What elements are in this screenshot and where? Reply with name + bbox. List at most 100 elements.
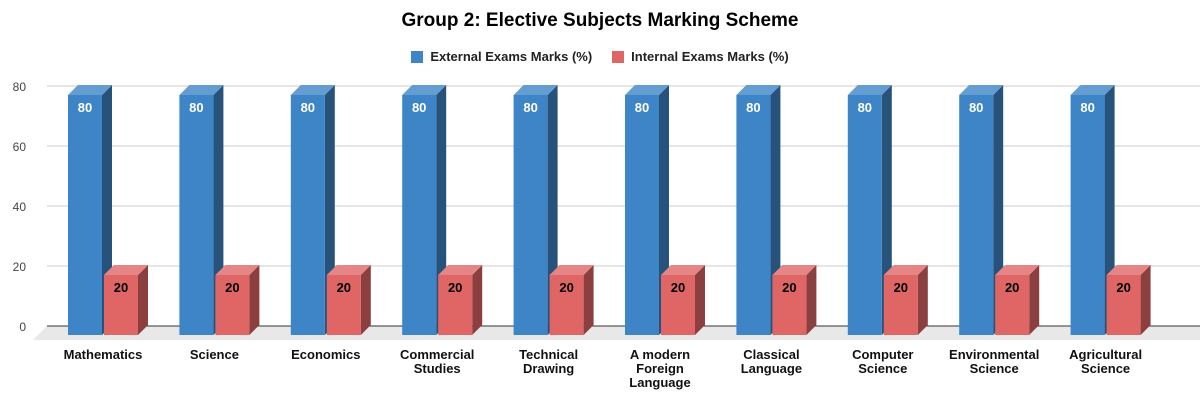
x-tick-label: Science	[858, 361, 907, 376]
bar-top	[1106, 265, 1151, 275]
legend-label: External Exams Marks (%)	[430, 49, 593, 64]
bar-top	[68, 85, 112, 95]
bar-top	[959, 85, 1004, 95]
bar-external	[736, 95, 771, 335]
legend-item-external[interactable]: External Exams Marks (%)	[411, 49, 592, 64]
bar-side	[583, 265, 594, 335]
x-tick-label: Environmental	[949, 347, 1039, 362]
data-label: 20	[782, 280, 796, 295]
x-tick-label: Science	[190, 347, 239, 362]
bar-external	[402, 95, 437, 335]
y-tick-label: 60	[13, 140, 27, 154]
x-tick-label: Studies	[414, 361, 461, 376]
legend-swatch	[411, 50, 424, 63]
bar-top	[736, 85, 781, 95]
bar-external	[959, 95, 994, 335]
bar-top	[1070, 85, 1115, 95]
bar-internal	[104, 275, 138, 335]
bar-internal	[995, 275, 1030, 335]
x-tick-label: Language	[629, 375, 690, 390]
bar-side	[472, 265, 483, 335]
bar-external	[68, 95, 102, 335]
data-label: 20	[114, 280, 128, 295]
legend-label: Internal Exams Marks (%)	[631, 49, 789, 64]
bar-side	[360, 265, 371, 335]
bar-side	[1140, 265, 1151, 335]
bar-side	[138, 265, 148, 335]
x-tick-label: Classical	[743, 347, 799, 362]
legend-item-internal[interactable]: Internal Exams Marks (%)	[612, 49, 789, 64]
bar-internal	[215, 275, 250, 335]
x-tick-label: Drawing	[523, 361, 574, 376]
data-label: 20	[894, 280, 908, 295]
x-tick-label: Science	[1081, 361, 1130, 376]
x-tick-label: Economics	[291, 347, 360, 362]
data-label: 80	[301, 100, 315, 115]
x-tick-label: Commercial	[400, 347, 474, 362]
x-tick-label: Computer	[852, 347, 913, 362]
bar-external	[847, 95, 882, 335]
data-label: 80	[78, 100, 92, 115]
bar-internal	[883, 275, 918, 335]
data-label: 80	[635, 100, 649, 115]
bar-side	[1029, 265, 1040, 335]
bar-top	[402, 85, 447, 95]
bar-top	[438, 265, 483, 275]
bar-top	[661, 265, 705, 275]
bar-top	[326, 265, 371, 275]
data-label: 80	[858, 100, 872, 115]
legend-swatch	[612, 50, 625, 63]
data-label: 20	[559, 280, 573, 295]
bar-side	[249, 265, 260, 335]
y-tick-label: 20	[13, 260, 27, 274]
bar-internal	[772, 275, 807, 335]
y-tick-label: 40	[13, 200, 27, 214]
y-tick-label: 80	[13, 80, 27, 94]
x-tick-label: Technical	[519, 347, 578, 362]
bar-top	[772, 265, 817, 275]
bar-external	[513, 95, 548, 335]
bar-internal	[549, 275, 584, 335]
x-tick-label: Foreign	[636, 361, 684, 376]
bar-top	[549, 265, 594, 275]
bar-internal	[438, 275, 473, 335]
bar-external	[625, 95, 659, 335]
bar-top	[215, 265, 260, 275]
y-tick-label: 0	[19, 320, 26, 334]
bar-top	[104, 265, 148, 275]
bar-top	[179, 85, 224, 95]
x-tick-label: A modern	[630, 347, 690, 362]
x-tick-label: Language	[741, 361, 802, 376]
x-tick-label: Agricultural	[1069, 347, 1142, 362]
data-label: 80	[523, 100, 537, 115]
bar-top	[513, 85, 558, 95]
bar-top	[995, 265, 1040, 275]
bar-internal	[326, 275, 361, 335]
data-label: 20	[225, 280, 239, 295]
bar-top	[883, 265, 928, 275]
data-label: 80	[189, 100, 203, 115]
bar-top	[625, 85, 669, 95]
bar-side	[695, 265, 705, 335]
bar-external	[179, 95, 214, 335]
data-label: 80	[1080, 100, 1094, 115]
x-tick-label: Science	[970, 361, 1019, 376]
bar-side	[806, 265, 817, 335]
data-label: 20	[337, 280, 351, 295]
data-label: 20	[1116, 280, 1130, 295]
legend: External Exams Marks (%) Internal Exams …	[0, 49, 1200, 64]
bar-internal	[661, 275, 695, 335]
bar-top	[847, 85, 892, 95]
bar-external	[290, 95, 325, 335]
bar-internal	[1106, 275, 1141, 335]
x-tick-label: Mathematics	[64, 347, 143, 362]
data-label: 20	[1005, 280, 1019, 295]
chart-title: Group 2: Elective Subjects Marking Schem…	[401, 10, 799, 31]
data-label: 20	[448, 280, 462, 295]
data-label: 80	[969, 100, 983, 115]
bar-side	[917, 265, 928, 335]
data-label: 80	[412, 100, 426, 115]
bar-external	[1070, 95, 1105, 335]
